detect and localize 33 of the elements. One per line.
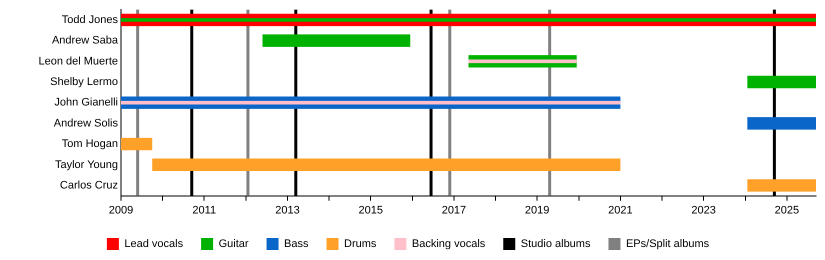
y-tick-label: Shelby Lermo — [50, 76, 118, 88]
legend-label: EPs/Split albums — [626, 238, 710, 250]
bar — [747, 179, 816, 192]
bar — [121, 100, 620, 105]
y-tick-label: John Gianelli — [54, 96, 118, 109]
legend-label: Guitar — [218, 238, 249, 250]
y-tick-label: Leon del Muerte — [38, 55, 118, 68]
x-tick-label: 2013 — [275, 204, 300, 216]
y-tick-label: Andrew Solis — [54, 117, 118, 130]
x-tick-label: 2019 — [524, 204, 550, 216]
x-tick-label: 2023 — [691, 204, 716, 216]
y-tick-label: Taylor Young — [55, 158, 118, 171]
x-tick-label: 2021 — [608, 204, 633, 216]
bar — [262, 34, 410, 47]
x-tick-label: 2025 — [774, 204, 800, 216]
bar — [468, 59, 577, 64]
x-tick-label: 2011 — [192, 204, 216, 216]
legend-label: Drums — [344, 238, 377, 250]
legend-label: Bass — [284, 238, 310, 250]
bar — [152, 158, 620, 171]
legend-label: Backing vocals — [412, 238, 486, 250]
y-tick-label: Tom Hogan — [62, 138, 118, 150]
y-tick-label: Todd Jones — [62, 14, 118, 26]
x-tick-label: 2017 — [442, 204, 466, 216]
bar — [747, 76, 816, 88]
legend-label: Lead vocals — [124, 238, 184, 250]
y-tick-label: Andrew Saba — [52, 34, 119, 47]
bar — [747, 117, 816, 130]
bar — [121, 138, 152, 150]
y-tick-label: Carlos Cruz — [60, 179, 118, 192]
legend-label: Studio albums — [520, 238, 591, 250]
x-tick-label: 2015 — [358, 204, 383, 216]
x-tick-label: 2009 — [108, 204, 134, 216]
